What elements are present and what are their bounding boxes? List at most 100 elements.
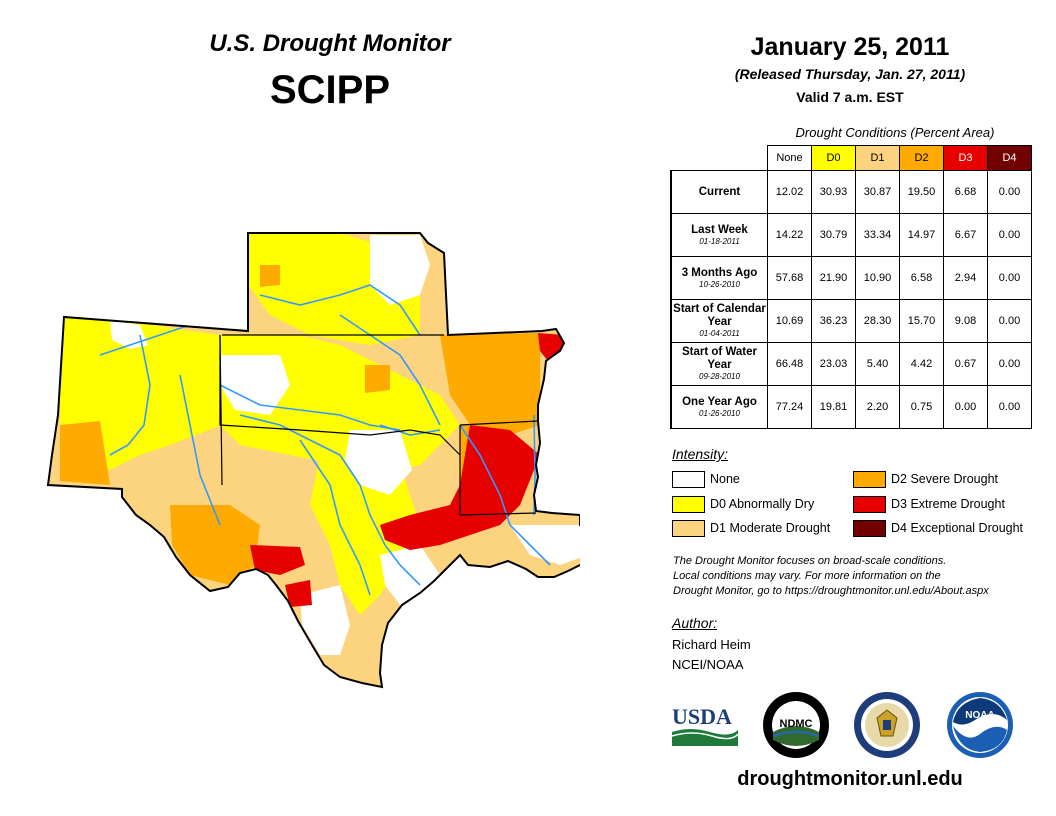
- table-cell: 5.40: [855, 342, 900, 386]
- noaa-logo: NOAA: [947, 692, 1013, 758]
- table-row: Start of Water Year 09-28-2010 66.48 23.0…: [670, 342, 1032, 386]
- intensity-title: Intensity:: [672, 446, 729, 462]
- legend-label: D2 Severe Drought: [891, 472, 999, 486]
- valid-time: Valid 7 a.m. EST: [796, 89, 904, 105]
- row-label-text: 3 Months Ago: [681, 266, 758, 279]
- note-line: Local conditions may vary. For more info…: [673, 570, 941, 582]
- table-cell: 0.00: [987, 299, 1032, 343]
- row-label-text: Last Week: [691, 223, 748, 236]
- disclaimer-note: The Drought Monitor focuses on broad-sca…: [673, 554, 1043, 599]
- table-cell: 4.42: [899, 342, 944, 386]
- map-date: January 25, 2011: [750, 33, 950, 61]
- table-cell: 12.02: [767, 170, 812, 214]
- legend-swatch: [853, 520, 886, 537]
- row-label: Start of Calendar Year 01-04-2011: [670, 299, 768, 343]
- row-date: 10-26-2010: [699, 279, 740, 289]
- table-cell: 6.58: [899, 256, 944, 300]
- row-date: 01-18-2011: [699, 236, 740, 246]
- ndmc-logo: NDMC: [763, 692, 829, 758]
- table-row: Start of Calendar Year 01-04-2011 10.69 3…: [670, 299, 1032, 343]
- table-cell: 6.68: [943, 170, 988, 214]
- legend-swatch: [853, 471, 886, 488]
- row-label: Start of Water Year 09-28-2010: [670, 342, 768, 386]
- table-cell: 2.94: [943, 256, 988, 300]
- table-cell: 28.30: [855, 299, 900, 343]
- legend-label: None: [710, 472, 740, 486]
- ndmc-logo-text: NDMC: [780, 718, 813, 730]
- drought-map: [46, 232, 580, 689]
- legend-swatch: [672, 471, 705, 488]
- table-cell: 36.23: [811, 299, 856, 343]
- table-cell: 66.48: [767, 342, 812, 386]
- row-label-text: Current: [698, 185, 741, 198]
- table-row: Last Week 01-18-2011 14.22 30.79 33.34 14…: [670, 213, 1032, 257]
- table-cell: 0.00: [987, 256, 1032, 300]
- author-name: Richard Heim: [672, 637, 751, 652]
- table-cell: 10.90: [855, 256, 900, 300]
- table-cell: 23.03: [811, 342, 856, 386]
- table-cell: 0.00: [987, 213, 1032, 257]
- table-cell: 0.75: [899, 385, 944, 429]
- table-cell: 77.24: [767, 385, 812, 429]
- row-date: 09-28-2010: [699, 372, 740, 381]
- row-label-text: Start of Water Year: [682, 346, 757, 371]
- noaa-logo-text: NOAA: [965, 710, 994, 721]
- row-label: Current: [670, 170, 768, 214]
- col-header-d1: D1: [855, 145, 900, 171]
- row-date: 01-04-2011: [699, 329, 740, 338]
- table-cell: 30.93: [811, 170, 856, 214]
- table-row: One Year Ago 01-26-2010 77.24 19.81 2.20 …: [670, 385, 1032, 429]
- col-header-d0: D0: [811, 145, 856, 171]
- col-header-d2: D2: [899, 145, 944, 171]
- table-cell: 33.34: [855, 213, 900, 257]
- usda-logo-text: USDA: [672, 704, 732, 729]
- table-cell: 0.00: [987, 170, 1032, 214]
- table-header-row: None D0 D1 D2 D3 D4: [671, 145, 1032, 171]
- table-cell: 6.67: [943, 213, 988, 257]
- drought-conditions-table: None D0 D1 D2 D3 D4 Current 12.02 30.93 …: [670, 145, 1032, 429]
- legend-label: D1 Moderate Drought: [710, 521, 831, 535]
- region-name: SCIPP: [269, 68, 391, 112]
- table-cell: 57.68: [767, 256, 812, 300]
- note-line: The Drought Monitor focuses on broad-sca…: [673, 555, 947, 567]
- note-line: Drought Monitor, go to https://droughtmo…: [673, 585, 989, 597]
- table-cell: 30.87: [855, 170, 900, 214]
- col-header-d3: D3: [943, 145, 988, 171]
- table-cell: 2.20: [855, 385, 900, 429]
- row-date: 01-26-2010: [699, 408, 740, 418]
- legend-label: D3 Extreme Drought: [891, 497, 1005, 511]
- table-cell: 0.00: [987, 385, 1032, 429]
- legend-label: D4 Exceptional Drought: [891, 521, 1024, 535]
- legend-swatch: [853, 496, 886, 513]
- table-row: Current 12.02 30.93 30.87 19.50 6.68 0.0…: [670, 170, 1032, 214]
- col-header-d4: D4: [987, 145, 1032, 171]
- table-cell: 9.08: [943, 299, 988, 343]
- map-title: U.S. Drought Monitor: [209, 30, 451, 57]
- usda-logo: USDA: [671, 704, 739, 746]
- table-cell: 0.00: [987, 342, 1032, 386]
- table-cell: 0.00: [943, 385, 988, 429]
- legend-swatch: [672, 520, 705, 537]
- row-label: 3 Months Ago 10-26-2010: [670, 256, 768, 300]
- table-cell: 21.90: [811, 256, 856, 300]
- table-corner: [671, 146, 768, 171]
- table-cell: 14.97: [899, 213, 944, 257]
- release-date: (Released Thursday, Jan. 27, 2011): [734, 66, 966, 82]
- table-cell: 19.50: [899, 170, 944, 214]
- table-row: 3 Months Ago 10-26-2010 57.68 21.90 10.90…: [670, 256, 1032, 300]
- table-cell: 30.79: [811, 213, 856, 257]
- legend-swatch: [672, 496, 705, 513]
- table-caption: Drought Conditions (Percent Area): [795, 125, 995, 140]
- row-label: One Year Ago 01-26-2010: [670, 385, 768, 429]
- row-label-text: One Year Ago: [682, 395, 757, 408]
- author-heading: Author:: [672, 615, 718, 631]
- table-cell: 19.81: [811, 385, 856, 429]
- row-label: Last Week 01-18-2011: [670, 213, 768, 257]
- col-header-none: None: [767, 145, 812, 171]
- table-cell: 14.22: [767, 213, 812, 257]
- footer-url[interactable]: droughtmonitor.unl.edu: [737, 768, 963, 790]
- row-label-text: Start of Calendar Year: [673, 303, 766, 328]
- table-cell: 0.67: [943, 342, 988, 386]
- commerce-seal: [854, 692, 920, 758]
- table-cell: 10.69: [767, 299, 812, 343]
